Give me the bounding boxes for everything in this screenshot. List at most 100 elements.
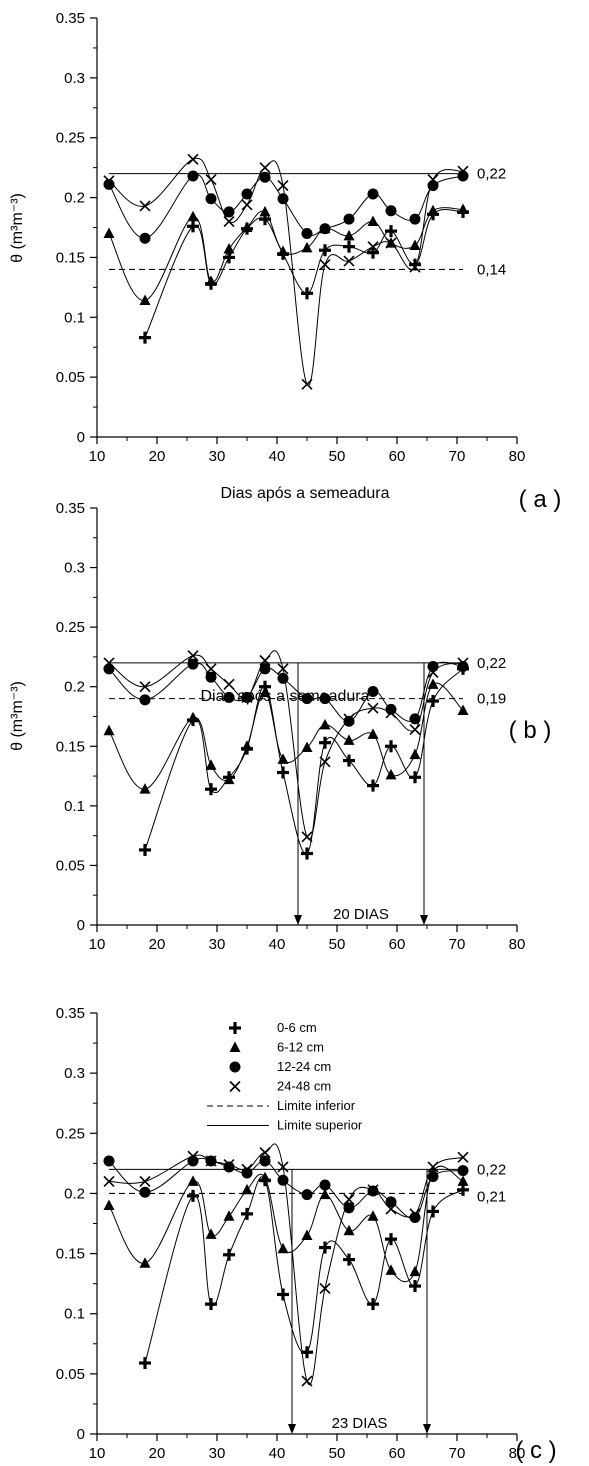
data-point-x [223,215,235,228]
lower-limit-label: 0,19 [477,691,506,708]
y-tick-label: 0.1 [64,1306,85,1323]
data-point-x [319,756,331,768]
data-point-triangle [139,783,151,794]
data-point-circle [259,663,271,675]
data-point-circle [427,180,439,192]
data-point-triangle [241,221,253,232]
data-point-circle [457,1165,469,1177]
y-tick-label: 0 [77,429,85,446]
x-tick-label: 20 [149,936,166,953]
data-point-x [187,650,199,662]
data-point-plus [277,766,289,779]
data-point-x [385,237,397,249]
data-point-x [409,724,421,736]
data-point-x [343,1193,355,1206]
data-point-x [301,378,313,390]
data-point-triangle [259,686,271,698]
data-point-x [367,1184,379,1196]
y-tick-label: 0.15 [56,738,85,755]
data-point-x [223,678,235,690]
data-point-plus [223,1248,235,1261]
data-point-x [385,1203,397,1215]
data-point-circle [319,693,331,705]
x-tick-label: 30 [209,936,226,953]
data-point-x [205,1155,217,1167]
data-point-circle [367,188,379,200]
data-point-x [277,663,289,675]
data-point-plus [259,213,271,226]
data-point-circle [409,1211,421,1223]
x-tick-label: 70 [449,448,466,465]
lower-limit-label: 0,21 [477,1188,506,1205]
data-point-circle [427,1171,439,1183]
legend-label: Limite inferior [277,1098,356,1113]
data-point-triangle [301,1229,313,1241]
y-tick-label: 0.35 [56,1005,85,1022]
series-line-x [108,157,464,386]
arrow-head-icon [288,1424,296,1434]
data-point-triangle [301,741,313,752]
data-point-triangle [409,239,421,250]
data-point-triangle [343,1224,355,1236]
x-tick-label: 20 [149,448,166,465]
x-tick-label: 10 [89,1445,106,1462]
data-point-x [427,1161,439,1173]
data-point-circle [187,658,199,670]
data-point-x [259,162,271,174]
data-point-triangle [223,1210,235,1221]
data-point-triangle [187,1175,199,1186]
legend-label: 0-6 cm [277,1020,317,1035]
data-point-x [241,1163,253,1175]
x-tick-label: 70 [449,936,466,953]
data-point-plus [343,754,355,767]
data-point-circle [301,1189,313,1201]
data-point-triangle [277,1242,289,1254]
data-point-circle [385,205,397,217]
data-point-triangle [139,294,151,306]
panel-label: ( c ) [515,1437,556,1464]
legend: 0-6 cm 6-12 cm 12-24 cm 24-48 cm Limite infe… [207,1020,363,1133]
x-tick-label: 30 [209,448,226,465]
legend-marker-circle [229,1061,241,1073]
data-point-plus [241,1207,253,1220]
data-point-triangle [223,773,235,785]
data-point-plus [223,251,235,264]
data-point-plus [139,1357,151,1370]
data-point-x [259,654,271,667]
data-point-triangle [457,1175,469,1186]
data-point-plus [301,847,313,860]
data-point-x [457,165,469,177]
series-line-circle [108,1157,464,1219]
data-point-triangle [343,734,355,745]
data-point-triangle [103,1199,115,1210]
data-point-x [241,691,253,704]
data-point-x [343,713,355,725]
y-tick-label: 0.2 [64,1185,85,1202]
data-point-triangle [187,210,199,222]
data-point-circle [241,188,253,200]
y-tick-label: 0.15 [56,249,85,266]
data-point-plus [385,225,397,238]
series-line-x [108,1143,464,1385]
data-point-triangle [301,241,313,253]
chart-panel-3: 10 20 30 40 50 60 70 80 0 0.05 0.1 0.15 0.2 0.25 0.3 0.… [56,1005,557,1464]
data-point-plus [205,783,217,796]
data-point-circle [409,713,421,725]
y-tick-label: 0.25 [56,619,85,636]
data-point-x [427,666,439,678]
data-point-x [139,681,151,693]
data-point-circle [187,170,199,182]
data-point-triangle [103,724,115,736]
data-point-plus [343,1253,355,1266]
data-point-triangle [367,1210,379,1221]
data-point-circle [367,685,379,697]
data-point-circle [409,213,421,225]
data-point-x [367,241,379,253]
data-point-x [205,663,217,675]
y-tick-label: 0.2 [64,190,85,207]
data-point-plus [427,1205,439,1218]
data-point-x [205,174,217,186]
x-tick-label: 10 [89,936,106,953]
data-point-circle [139,1186,151,1198]
